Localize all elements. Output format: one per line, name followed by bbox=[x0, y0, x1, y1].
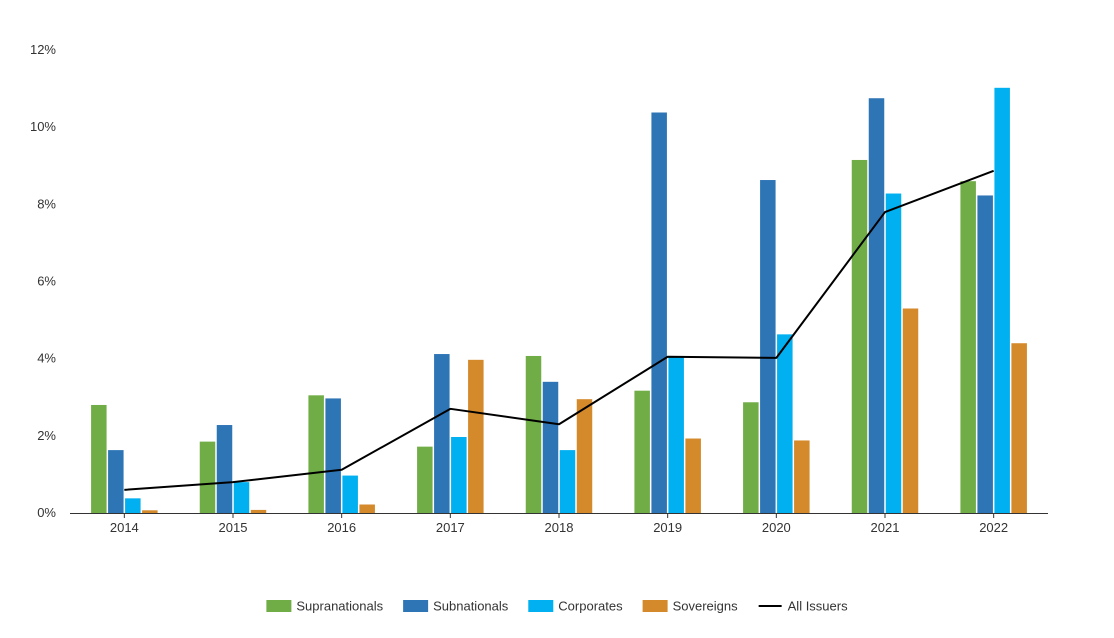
bar-sovereigns-2022 bbox=[1011, 343, 1027, 513]
legend-swatch-subnationals bbox=[403, 600, 429, 612]
bar-supranationals-2018 bbox=[525, 355, 542, 513]
bar-sovereigns-2015 bbox=[250, 509, 267, 513]
bar-supranationals-2015 bbox=[199, 441, 216, 513]
bar-supranationals-2019 bbox=[634, 390, 650, 513]
x-tick-label-2017: 2017 bbox=[436, 520, 465, 535]
bar-corporates-2014 bbox=[125, 498, 141, 513]
legend-swatch-supranationals bbox=[266, 600, 292, 612]
y-tick-label: 10% bbox=[30, 119, 56, 134]
x-tick-label-2016: 2016 bbox=[327, 520, 356, 535]
legend-item-sovereigns[interactable]: Sovereigns bbox=[642, 599, 739, 614]
x-tick-label-2020: 2020 bbox=[762, 520, 791, 535]
line-layer bbox=[124, 169, 995, 491]
bar-subnationals-2014 bbox=[108, 450, 124, 513]
x-tick-label-2021: 2021 bbox=[871, 520, 900, 535]
bar-subnationals-2017 bbox=[434, 354, 450, 513]
bar-supranationals-2016 bbox=[308, 395, 324, 513]
bar-sovereigns-2019 bbox=[685, 438, 701, 513]
legend-label-corporates: Corporates bbox=[558, 599, 623, 614]
bar-sovereigns-2017 bbox=[468, 359, 484, 513]
x-tick-label-2019: 2019 bbox=[653, 520, 682, 535]
legend-label-sovereigns: Sovereigns bbox=[673, 599, 739, 614]
bar-corporates-2015 bbox=[233, 482, 250, 513]
legend-item-corporates[interactable]: Corporates bbox=[528, 599, 623, 614]
bar-subnationals-2018 bbox=[542, 381, 559, 513]
bar-subnationals-2019 bbox=[651, 112, 667, 513]
legend-label-subnationals: Subnationals bbox=[433, 599, 509, 614]
bar-corporates-2018 bbox=[559, 450, 576, 513]
bar-sovereigns-2016 bbox=[359, 504, 375, 513]
bar-sovereigns-2021 bbox=[902, 308, 919, 513]
line-all-issuers bbox=[124, 169, 995, 491]
bar-corporates-2020 bbox=[777, 334, 793, 513]
y-tick-label: 2% bbox=[37, 428, 56, 443]
y-axis: 0% 2% 4% 6% 8% 10% 12% bbox=[30, 42, 56, 520]
bar-corporates-2016 bbox=[342, 475, 358, 513]
bar-supranationals-2020 bbox=[743, 402, 759, 513]
bar-subnationals-2015 bbox=[216, 425, 233, 513]
y-tick-label: 0% bbox=[37, 505, 56, 520]
bar-subnationals-2016 bbox=[325, 398, 341, 513]
legend-item-subnationals[interactable]: Subnationals bbox=[403, 599, 509, 614]
bar-sovereigns-2020 bbox=[794, 440, 810, 513]
bar-supranationals-2021 bbox=[851, 159, 868, 513]
bar-corporates-2022 bbox=[994, 87, 1010, 513]
x-tick-label-2018: 2018 bbox=[545, 520, 574, 535]
legend-label-all-issuers: All Issuers bbox=[788, 599, 848, 614]
legend-swatch-sovereigns bbox=[642, 600, 668, 612]
x-axis: 2014 2015 2016 2017 2018 2019 2020 2021 2022 bbox=[70, 513, 1048, 535]
bar-supranationals-2014 bbox=[91, 404, 107, 513]
bar-subnationals-2022 bbox=[977, 195, 993, 513]
legend-item-all-issuers[interactable]: All Issuers bbox=[758, 599, 848, 614]
legend: Supranationals Subnationals Corporates Sove… bbox=[266, 599, 848, 614]
y-tick-label: 6% bbox=[37, 274, 56, 289]
bar-corporates-2019 bbox=[668, 356, 684, 513]
bar-corporates-2021 bbox=[885, 193, 902, 513]
bar-supranationals-2022 bbox=[960, 181, 976, 513]
y-tick-label: 4% bbox=[37, 351, 56, 366]
legend-item-supranationals[interactable]: Supranationals bbox=[266, 599, 384, 614]
y-tick-label: 12% bbox=[30, 42, 56, 57]
bar-subnationals-2021 bbox=[868, 98, 885, 513]
bar-corporates-2017 bbox=[451, 436, 467, 513]
bar-sovereigns-2014 bbox=[142, 510, 158, 513]
bar-sovereigns-2018 bbox=[576, 399, 593, 513]
legend-swatch-corporates bbox=[528, 600, 554, 612]
x-tick-label-2015: 2015 bbox=[219, 520, 248, 535]
x-tick-label-2014: 2014 bbox=[110, 520, 139, 535]
y-tick-label: 8% bbox=[37, 196, 56, 211]
legend-label-supranationals: Supranationals bbox=[296, 599, 383, 614]
bar-subnationals-2020 bbox=[760, 180, 776, 513]
x-tick-label-2022: 2022 bbox=[979, 520, 1008, 535]
bar-supranationals-2017 bbox=[417, 446, 433, 513]
bars bbox=[91, 87, 1027, 513]
